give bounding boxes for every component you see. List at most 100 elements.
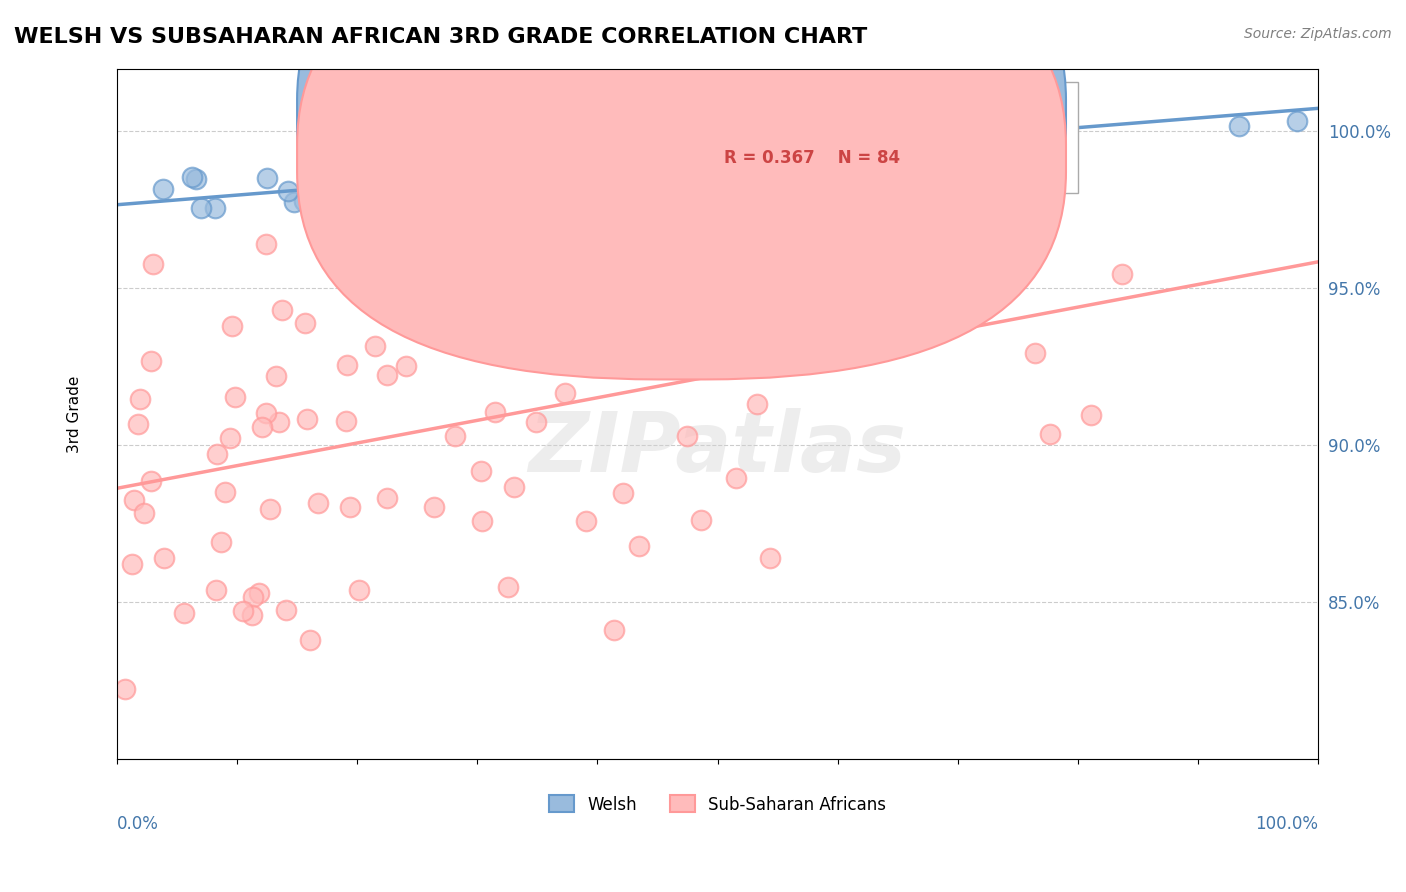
Point	[299, 172, 322, 186]
Point	[375, 368, 398, 383]
Point	[471, 514, 494, 528]
Point	[141, 354, 163, 368]
Point	[250, 419, 273, 434]
Point	[204, 201, 226, 215]
Point	[502, 142, 524, 156]
Point	[589, 139, 612, 153]
Point	[1031, 114, 1053, 128]
Point	[270, 303, 292, 318]
Point	[214, 485, 236, 500]
Point	[364, 339, 387, 353]
Point	[352, 184, 374, 198]
Point	[470, 464, 492, 478]
Point	[184, 172, 207, 186]
Point	[797, 195, 820, 210]
Point	[692, 145, 714, 159]
Point	[292, 194, 315, 209]
Point	[422, 289, 444, 303]
Point	[675, 130, 697, 145]
Text: WELSH VS SUBSAHARAN AFRICAN 3RD GRADE CORRELATION CHART: WELSH VS SUBSAHARAN AFRICAN 3RD GRADE CO…	[14, 27, 868, 46]
Point	[419, 178, 441, 192]
Point	[621, 187, 644, 202]
Point	[132, 506, 155, 520]
Point	[554, 385, 576, 400]
Point	[678, 163, 700, 178]
Point	[575, 514, 598, 528]
Point	[928, 147, 950, 161]
Point	[711, 161, 734, 175]
Point	[578, 162, 600, 177]
Point	[371, 166, 394, 180]
Point	[395, 359, 418, 374]
Point	[628, 540, 651, 554]
Point	[224, 390, 246, 404]
Point	[129, 392, 152, 407]
Point	[918, 329, 941, 343]
Point	[628, 290, 651, 304]
Point	[418, 189, 440, 203]
Point	[734, 128, 756, 142]
Point	[772, 154, 794, 169]
Point	[254, 236, 277, 251]
Point	[509, 203, 531, 218]
Point	[496, 580, 519, 594]
Point	[796, 171, 818, 186]
Point	[269, 415, 291, 429]
Point	[749, 114, 772, 128]
Point	[752, 322, 775, 336]
Text: ZIPatlas: ZIPatlas	[529, 408, 907, 489]
Point	[304, 179, 326, 194]
Point	[232, 604, 254, 618]
Point	[592, 170, 614, 185]
Point	[603, 623, 626, 637]
Point	[247, 586, 270, 600]
Point	[477, 109, 499, 123]
Point	[322, 231, 344, 245]
Point	[274, 602, 297, 616]
Point	[630, 129, 652, 144]
Point	[256, 406, 278, 420]
Point	[336, 358, 359, 372]
Point	[627, 116, 650, 130]
Point	[347, 582, 370, 597]
Point	[408, 293, 430, 308]
Point	[256, 170, 278, 185]
Point	[990, 201, 1012, 215]
Point	[509, 177, 531, 191]
Point	[190, 201, 212, 215]
Text: 100.0%: 100.0%	[1256, 814, 1319, 833]
Point	[1285, 114, 1308, 128]
Point	[991, 131, 1014, 145]
Point	[242, 591, 264, 605]
Point	[538, 154, 561, 169]
Point	[444, 429, 467, 443]
Point	[935, 196, 957, 211]
Point	[725, 471, 748, 485]
Point	[745, 397, 768, 411]
Point	[127, 417, 149, 431]
Text: R = 0.650    N = 82: R = 0.650 N = 82	[724, 104, 900, 122]
Point	[749, 136, 772, 151]
Point	[554, 173, 576, 187]
Text: R = 0.367    N = 84: R = 0.367 N = 84	[724, 149, 900, 168]
FancyBboxPatch shape	[634, 82, 1078, 193]
Point	[1111, 267, 1133, 281]
Point	[142, 257, 165, 271]
Point	[139, 474, 162, 488]
Point	[609, 156, 631, 170]
Text: 3rd Grade: 3rd Grade	[67, 376, 83, 452]
Point	[484, 405, 506, 419]
Point	[259, 502, 281, 516]
Point	[737, 317, 759, 331]
Point	[114, 681, 136, 696]
Point	[315, 185, 337, 199]
Point	[494, 343, 516, 358]
Point	[555, 341, 578, 355]
Point	[834, 144, 856, 158]
Point	[1024, 346, 1046, 360]
Point	[690, 513, 713, 527]
Point	[676, 131, 699, 145]
Point	[600, 359, 623, 374]
Point	[870, 270, 893, 285]
Point	[543, 204, 565, 219]
